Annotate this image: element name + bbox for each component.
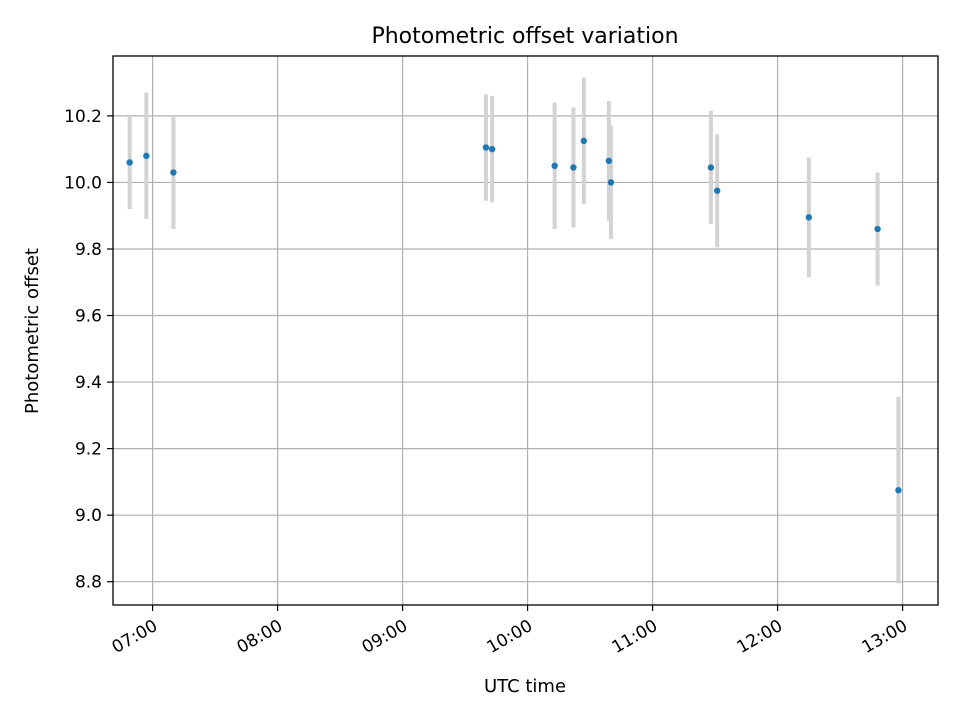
- data-point: [482, 144, 490, 151]
- data-point: [580, 137, 588, 145]
- gridlines: [113, 56, 938, 605]
- data-point: [551, 162, 558, 169]
- data-point: [488, 145, 496, 153]
- data-point: [713, 187, 721, 194]
- data-point: [126, 159, 133, 166]
- data-points: [126, 137, 902, 494]
- y-tick-label: 9.4: [75, 373, 102, 393]
- plot-frame: [112, 55, 939, 606]
- data-point: [805, 214, 813, 221]
- data-point: [170, 169, 177, 176]
- y-tick-label: 8.8: [75, 573, 102, 593]
- data-point: [143, 152, 150, 160]
- data-point: [895, 487, 902, 494]
- data-point: [607, 179, 615, 186]
- y-tick-label: 10.0: [64, 173, 102, 193]
- y-axis-label: Photometric offset: [22, 248, 43, 414]
- y-tick-label: 9.8: [75, 240, 102, 260]
- y-tick-label: 9.2: [75, 440, 102, 460]
- data-point: [707, 164, 715, 171]
- data-point: [570, 164, 577, 171]
- y-tick-label: 9.0: [75, 506, 102, 526]
- data-point: [874, 225, 881, 233]
- y-tick-label: 10.2: [64, 107, 102, 127]
- y-tick-label: 9.6: [75, 307, 102, 327]
- x-axis-label: UTC time: [484, 676, 566, 697]
- chart-title: Photometric offset variation: [371, 24, 678, 49]
- data-point: [605, 157, 613, 165]
